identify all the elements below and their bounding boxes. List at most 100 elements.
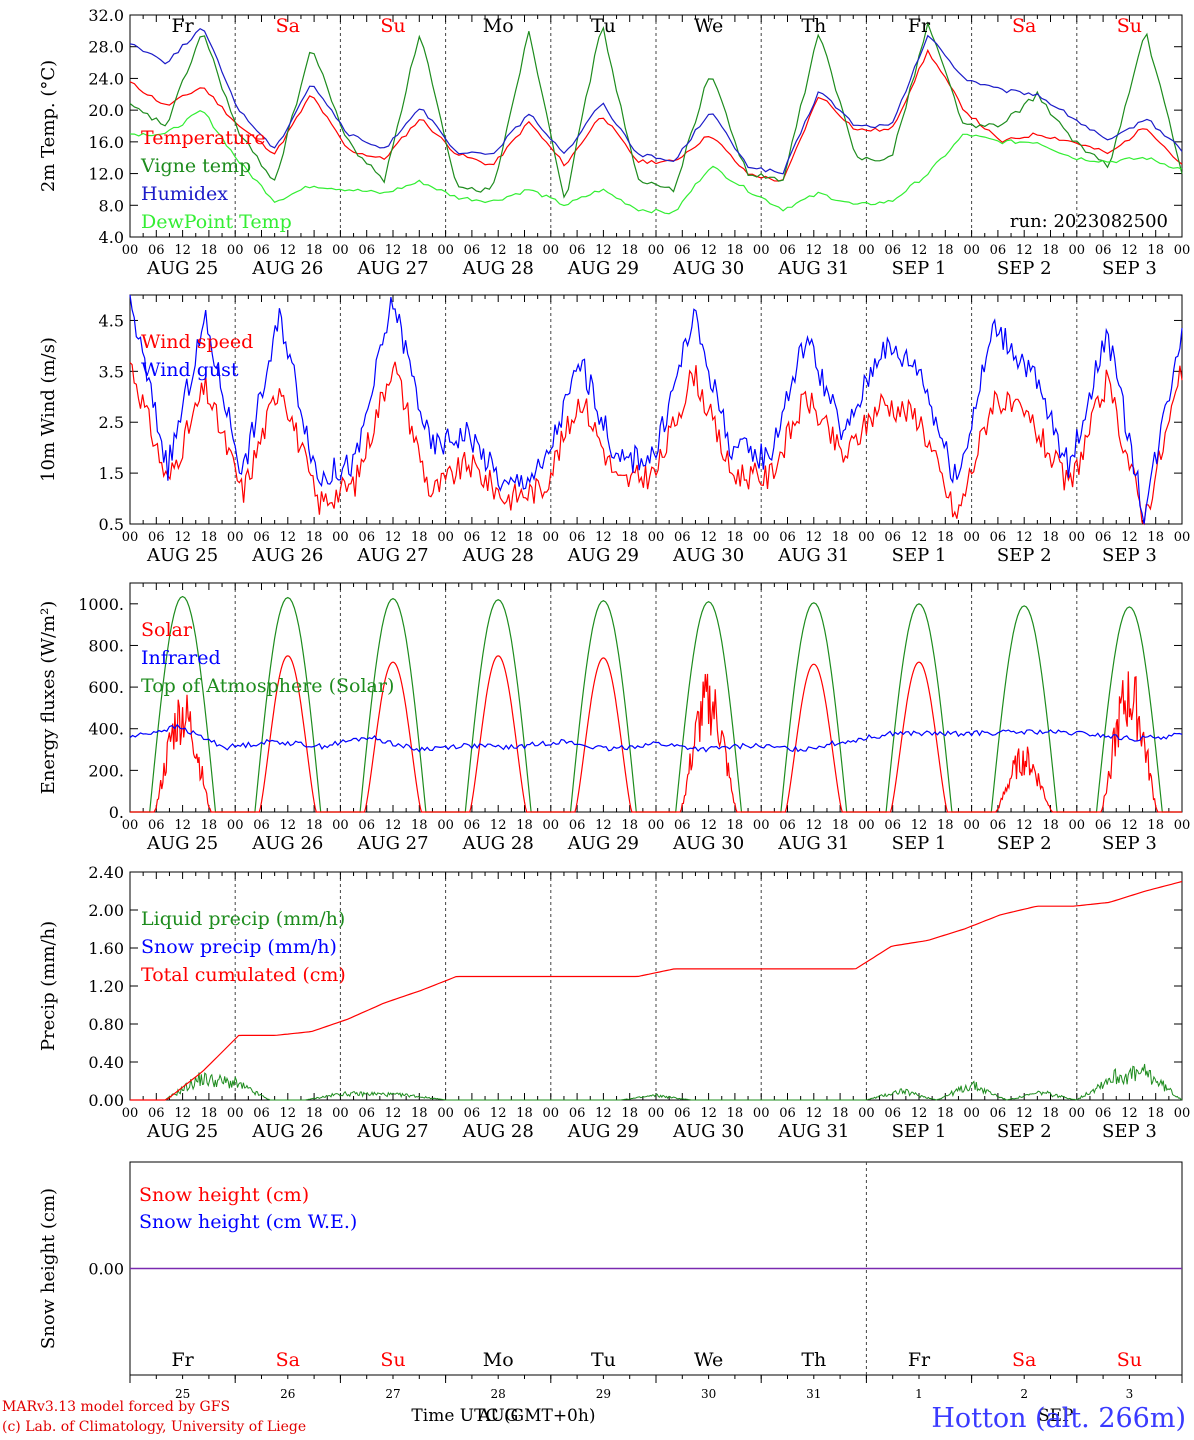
x-hour-label: 00 [753,1106,770,1121]
x-hour-label: 12 [806,243,823,258]
x-hour-label: 00 [437,243,454,258]
x-hour-label: 12 [385,530,402,545]
series-line [129,48,1183,182]
x-hour-label: 18 [727,243,744,258]
x-hour-label: 06 [1095,818,1112,833]
x-date-label: AUG 25 [146,1121,218,1142]
x-hour-label: 18 [621,243,638,258]
day-label: We [694,1349,723,1371]
y-tick-label: 2.40 [88,863,124,882]
x-hour-label: 18 [411,1106,428,1121]
x-hour-label: 12 [174,1106,191,1121]
x-hour-label: 06 [1095,530,1112,545]
x-hour-label: 00 [122,1106,139,1121]
x-hour-label: 18 [516,530,533,545]
x-date-label: SEP 1 [892,833,947,854]
x-hour-label: 12 [280,818,297,833]
x-hour-label: 06 [148,243,165,258]
y-axis-label: Precip (mm/h) [38,921,59,1051]
x-hour-label: 12 [700,243,717,258]
day-label: Tu [591,15,616,37]
x-hour-label: 12 [806,530,823,545]
y-axis-label: 2m Temp. (°C) [38,60,59,192]
y-tick-label: 0.5 [99,515,124,534]
day-label: Mo [483,15,514,37]
x-date-label: AUG 28 [462,1121,534,1142]
x-date-label: AUG 26 [251,833,323,854]
x-hour-label: 18 [201,818,218,833]
x-hour-label: 06 [253,530,270,545]
day-number-label: 28 [491,1387,506,1401]
series-line [130,880,1183,1101]
x-hour-label: 06 [148,1106,165,1121]
x-hour-label: 06 [990,818,1007,833]
x-hour-label: 12 [595,1106,612,1121]
legend-item: Total cumulated (cm) [141,964,346,986]
x-date-label: AUG 31 [777,1121,849,1142]
x-date-label: AUG 30 [672,1121,744,1142]
x-hour-label: 06 [884,1106,901,1121]
x-hour-label: 00 [332,530,349,545]
x-hour-label: 00 [332,243,349,258]
x-hour-label: 12 [911,818,928,833]
x-hour-label: 18 [937,243,954,258]
x-date-label: SEP 2 [997,833,1052,854]
x-hour-label: 18 [1042,243,1059,258]
x-hour-label: 00 [1069,530,1086,545]
legend-item: Humidex [141,183,228,205]
x-hour-label: 06 [884,818,901,833]
station-label: Hotton (alt. 266m) [931,1403,1186,1434]
x-hour-label: 12 [1016,1106,1033,1121]
x-date-label: AUG 27 [356,1121,428,1142]
x-hour-label: 18 [621,1106,638,1121]
x-hour-label: 00 [858,243,875,258]
x-date-label: AUG 29 [567,545,639,566]
x-hour-label: 06 [990,1106,1007,1121]
x-hour-label: 06 [779,1106,796,1121]
y-tick-label: 0.00 [88,1091,124,1110]
month-label: SEP [1038,1406,1074,1426]
x-hour-label: 00 [543,818,560,833]
day-number-label: 29 [596,1387,611,1401]
x-hour-label: 18 [306,243,323,258]
x-hour-label: 18 [832,818,849,833]
y-tick-label: 1.60 [88,939,124,958]
x-hour-label: 06 [674,243,691,258]
series-line [129,110,1183,215]
y-tick-label: 32.0 [88,6,124,25]
series-line [129,723,1183,753]
x-hour-label: 06 [358,243,375,258]
x-date-label: AUG 30 [672,258,744,279]
y-tick-label: 0.00 [88,1260,124,1279]
x-hour-label: 12 [911,1106,928,1121]
y-axis-label: 10m Wind (m/s) [38,337,59,482]
x-hour-label: 06 [358,818,375,833]
x-hour-label: 06 [464,243,481,258]
series-line [130,655,1182,813]
x-hour-label: 00 [963,243,980,258]
x-axis-title: Time UTC (GMT+0h) [411,1406,595,1426]
x-date-label: AUG 31 [777,545,849,566]
x-hour-label: 18 [1042,1106,1059,1121]
x-hour-label: 00 [963,1106,980,1121]
x-hour-label: 18 [832,530,849,545]
run-annotation: run: 2023082500 [1010,211,1168,232]
day-label: Su [1117,1349,1142,1371]
x-hour-label: 00 [1174,243,1191,258]
y-tick-label: 12.0 [88,165,124,184]
x-date-label: SEP 3 [1102,545,1157,566]
x-hour-label: 18 [306,530,323,545]
x-date-label: AUG 28 [462,545,534,566]
x-hour-label: 12 [385,243,402,258]
x-hour-label: 18 [832,243,849,258]
x-hour-label: 12 [911,530,928,545]
legend-item: DewPoint Temp [141,211,292,233]
x-hour-label: 06 [569,243,586,258]
x-hour-label: 18 [516,1106,533,1121]
x-hour-label: 00 [1069,243,1086,258]
y-tick-label: 200. [88,761,124,780]
day-label: Su [380,1349,405,1371]
day-number-label: 27 [385,1387,400,1401]
day-number-label: 25 [175,1387,190,1401]
